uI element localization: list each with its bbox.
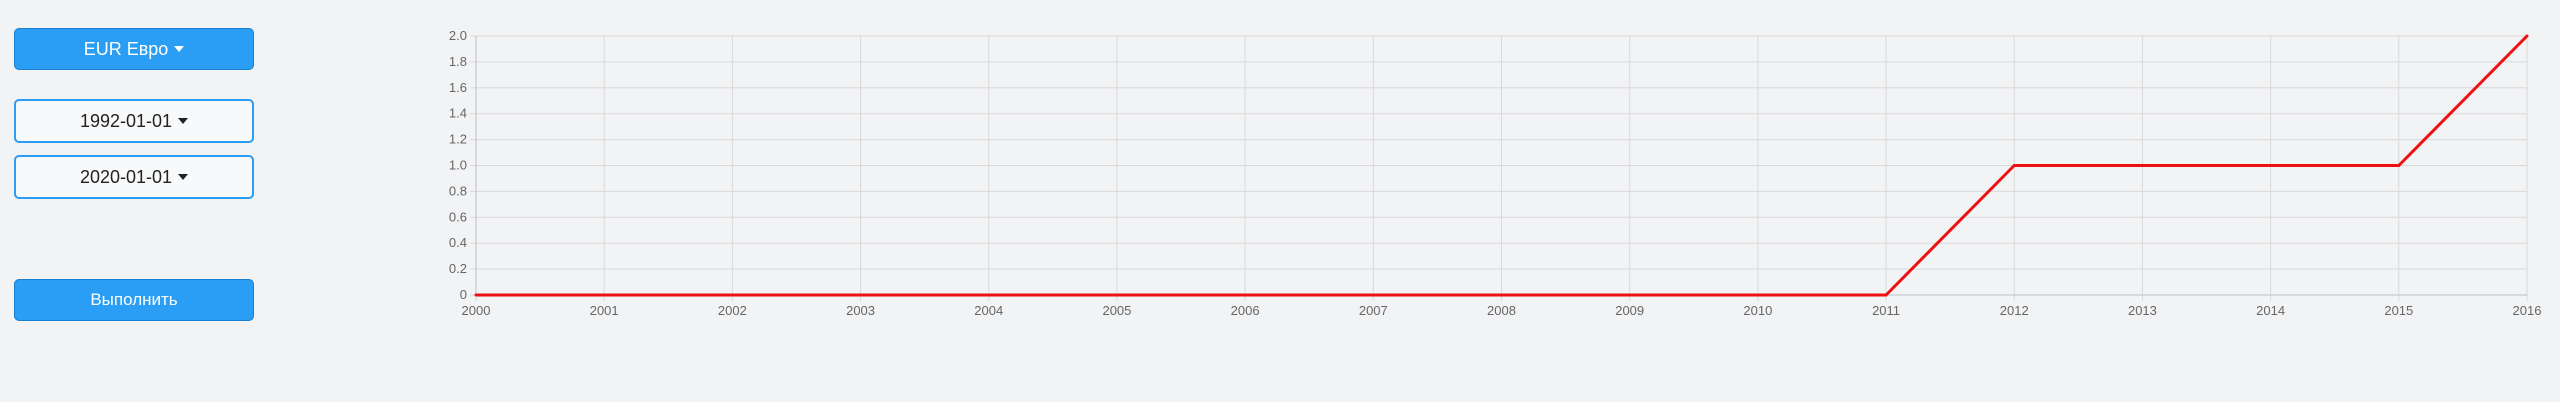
run-button[interactable]: Выполнить (14, 279, 254, 321)
data-point (2269, 164, 2273, 167)
data-point (1756, 293, 1760, 297)
data-point (1628, 293, 1632, 297)
x-tick-label: 2002 (718, 303, 747, 318)
data-point (987, 293, 991, 297)
y-tick-label: 0.4 (449, 235, 467, 250)
x-tick-label: 2010 (1743, 303, 1772, 318)
y-tick-label: 0.8 (449, 183, 467, 198)
y-tick-label: 1.6 (449, 80, 467, 95)
x-tick-label: 2015 (2384, 303, 2413, 318)
x-tick-label: 2006 (1231, 303, 1260, 318)
data-point (2397, 164, 2401, 167)
data-point (2525, 34, 2529, 38)
x-tick-label: 2008 (1487, 303, 1516, 318)
data-point (1371, 293, 1375, 297)
x-tick-label: 2000 (462, 303, 491, 318)
caret-down-icon (178, 174, 189, 180)
date-from-dropdown-button[interactable]: 1992-01-01 (14, 99, 254, 143)
y-tick-label: 0.6 (449, 209, 467, 224)
x-tick-label: 2016 (2513, 303, 2542, 318)
date-from-label: 1992-01-01 (79, 110, 173, 131)
run-button-label: Выполнить (90, 290, 178, 309)
data-point (1115, 293, 1119, 297)
x-tick-label: 2007 (1359, 303, 1388, 318)
x-tick-label: 2004 (974, 303, 1003, 318)
data-point (474, 293, 478, 297)
data-point (1243, 293, 1247, 297)
data-point (2012, 164, 2016, 167)
data-point (2140, 164, 2144, 167)
data-point (859, 293, 863, 297)
x-tick-label: 2013 (2128, 303, 2157, 318)
series-line (476, 34, 2529, 297)
data-point (730, 293, 734, 297)
y-tick-label: 1.2 (449, 132, 467, 147)
caret-down-icon (174, 46, 185, 52)
y-tick-label: 1.8 (449, 54, 467, 69)
data-point (1500, 293, 1503, 297)
x-tick-label: 2012 (2000, 303, 2029, 318)
x-tick-label: 2011 (1872, 303, 1900, 318)
data-point (1884, 293, 1888, 297)
data-point (602, 293, 606, 297)
date-to-label: 2020-01-01 (79, 166, 173, 187)
x-tick-label: 2014 (2256, 303, 2285, 318)
y-tick-label: 0 (460, 287, 467, 302)
y-tick-label: 1.4 (449, 106, 467, 121)
currency-dropdown-button[interactable]: EUR Евро (14, 28, 254, 70)
x-tick-label: 2001 (590, 303, 619, 318)
x-tick-label: 2005 (1102, 303, 1131, 318)
caret-down-icon (178, 118, 189, 124)
y-tick-label: 0.2 (449, 261, 467, 276)
x-tick-label: 2009 (1615, 303, 1644, 318)
x-tick-label: 2003 (846, 303, 875, 318)
date-to-dropdown-button[interactable]: 2020-01-01 (14, 155, 254, 199)
currency-label: EUR Евро (83, 38, 169, 59)
y-tick-label: 2.0 (449, 28, 467, 43)
y-tick-label: 1.0 (449, 158, 467, 173)
